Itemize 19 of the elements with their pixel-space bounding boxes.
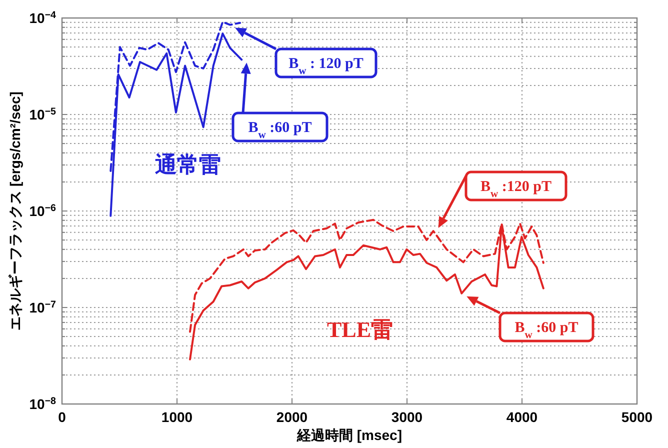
- y-axis-title: エネルギーフラックス [ergs/cm²/sec]: [7, 92, 23, 330]
- text: B$_{w}$ :120 pT: [480, 179, 552, 200]
- x-axis-title: 経過時間 [msec]: [296, 427, 402, 443]
- text: B$_{w}$ :60 pT: [514, 320, 578, 340]
- x-tick-label: 2000: [276, 409, 308, 425]
- y-tick-label: 10$^{−5}$: [29, 106, 57, 122]
- x-tick-label: 4000: [506, 409, 538, 425]
- x-tick-label: 1000: [161, 409, 193, 425]
- y-tick-label: 10$^{−8}$: [29, 396, 57, 412]
- x-tick-label: 3000: [391, 409, 423, 425]
- annotation: TLE雷: [326, 317, 394, 342]
- text: B$_{w}$ :60 pT: [248, 120, 312, 140]
- y-tick-label: 10$^{−6}$: [29, 202, 57, 219]
- y-tick-label: 10$^{−7}$: [29, 299, 57, 316]
- text: B$_{w}$ : 120 pT: [288, 56, 364, 76]
- x-tick-label: 0: [58, 409, 66, 425]
- annotation: 通常雷: [154, 152, 221, 177]
- x-tick-label: 5000: [621, 409, 653, 425]
- y-tick-label: 10$^{−4}$: [29, 10, 57, 26]
